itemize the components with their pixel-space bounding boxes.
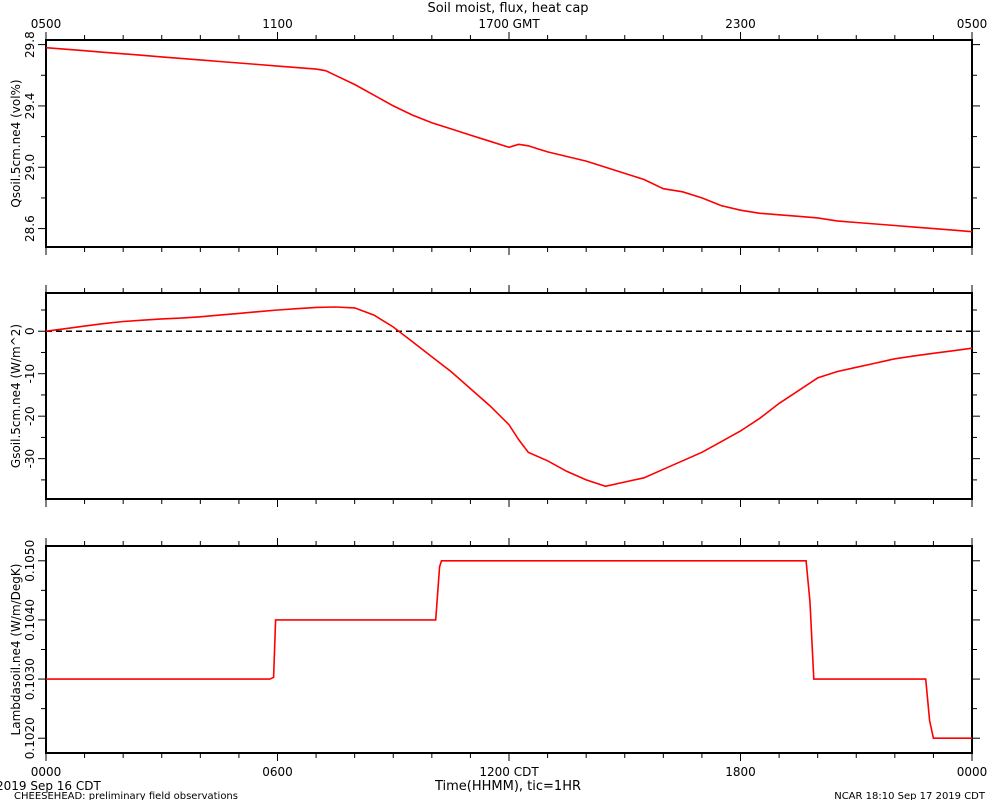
top-tick-label: 0500 (31, 17, 62, 31)
y-tick-label: 0.1050 (23, 540, 37, 582)
y-axis-label: Qsoil.5cm.ne4 (vol%) (9, 79, 23, 207)
plot-frame (45, 545, 973, 754)
footer-right: NCAR 18:10 Sep 17 2019 CDT (834, 791, 986, 800)
y-tick-label: 28.6 (23, 215, 37, 242)
x-axis-label: Time(HHMM), tic=1HR (434, 779, 581, 794)
bottom-tick-label: 0000 (31, 765, 62, 779)
bottom-tick-label: 0600 (262, 765, 293, 779)
chart-title: Soil moist, flux, heat cap (427, 1, 588, 16)
top-tick-label: 1700 GMT (478, 17, 540, 31)
y-axis-label: Gsoil.5cm.ne4 (W/m^2) (9, 324, 23, 468)
y-tick-label: -10 (23, 364, 37, 384)
series-line (45, 46, 973, 233)
y-tick-label: 0.1040 (23, 599, 37, 641)
y-tick-label: -30 (23, 449, 37, 469)
date-label: 2019 Sep 16 CDT (0, 779, 101, 793)
top-tick-label: 2300 (725, 17, 756, 31)
y-tick-label: 29.4 (23, 93, 37, 120)
plot-frame (45, 39, 973, 248)
y-tick-label: -20 (23, 406, 37, 426)
series-line (45, 306, 973, 488)
bottom-tick-label: 1800 (725, 765, 756, 779)
bottom-tick-label: 1200 CDT (479, 765, 539, 779)
y-axis-label: Lambdasoil.ne4 (W/m/DegK) (9, 564, 23, 736)
footer-left: CHEESEHEAD: preliminary field observatio… (14, 791, 238, 800)
plot-frame (45, 292, 973, 500)
top-axis-labels: 0500 1100 1700 GMT 2300 0500 (31, 17, 988, 31)
panel-1: 28.6 29.0 29.4 29.8 Qsoil.5cm.ne4 (vol%) (9, 31, 980, 255)
y-tick-label: 0 (23, 327, 37, 335)
top-tick-label: 0500 (957, 17, 988, 31)
series-line (46, 559, 972, 740)
y-tick-label: 29.8 (23, 31, 37, 58)
y-tick-label: 29.0 (23, 154, 37, 181)
bottom-axis-labels: 0000 0600 1200 CDT 1800 0000 (31, 765, 988, 779)
top-tick-label: 1100 (262, 17, 293, 31)
bottom-tick-label: 0000 (957, 765, 988, 779)
y-tick-label: 0.1030 (23, 658, 37, 700)
y-tick-label: 0.1020 (23, 717, 37, 759)
